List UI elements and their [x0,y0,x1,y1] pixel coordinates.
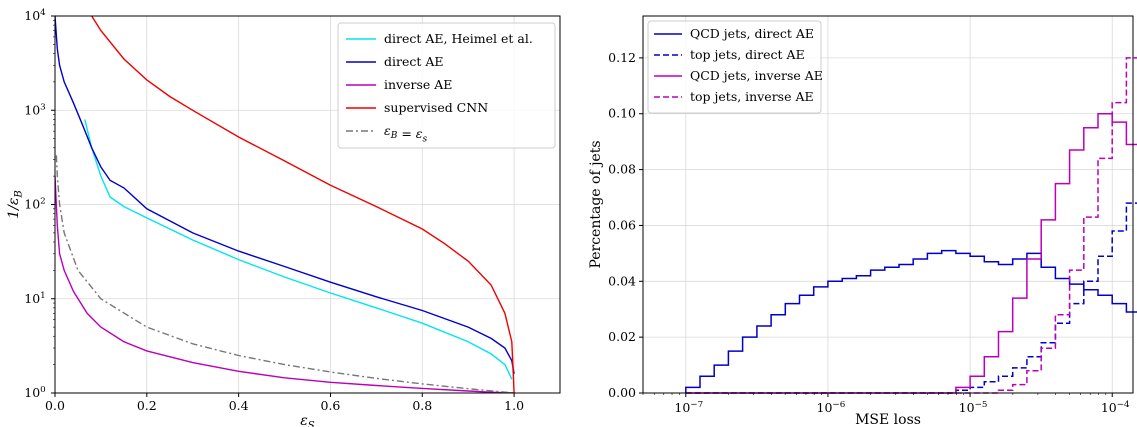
y-tick-label: 0.06 [608,217,636,232]
y-axis-label: Percentage of jets [588,140,604,268]
y-tick-label: 104 [24,8,46,23]
y-tick-label: 101 [24,291,45,306]
roc-series-line-4 [55,155,515,393]
x-tick-label: 10−7 [674,400,703,415]
x-tick-label: 0.0 [45,398,65,413]
legend-label: supervised CNN [384,100,488,115]
y-tick-label: 0.00 [608,385,636,400]
x-tick-label: 1.0 [504,398,524,413]
y-tick-label: 0.04 [608,273,636,288]
y-tick-label: 0.02 [608,329,636,344]
roc-series-line-2 [55,176,515,393]
x-tick-label: 0.2 [137,398,157,413]
x-tick-label: 0.6 [321,398,341,413]
x-tick-label: 0.4 [229,398,249,413]
legend-box [337,22,556,149]
y-tick-label: 0.08 [608,162,636,177]
legend-box [647,20,822,114]
roc-series-line-3 [91,16,515,393]
legend-label: inverse AE [384,77,452,92]
mse-loss-histogram-panel: 10−7 10−6 10−5 10−4 0.00 0.02 0.04 0.06 0.08 0.10… [588,15,1137,427]
x-tick-label: 10−5 [959,400,988,415]
legend-label: direct AE [384,54,444,69]
roc-series-line-1 [55,16,515,374]
plot-frame [642,15,1134,394]
x-axis-label: MSE loss [855,412,921,427]
x-tick-label: 0.8 [412,398,432,413]
legend-label: QCD jets, inverse AE [690,68,823,83]
legend-label: QCD jets, direct AE [690,26,814,41]
y-tick-label: 0.12 [608,50,636,65]
y-axis-label: 1/εB [6,190,25,219]
x-axis-label: εS [300,413,315,427]
roc-series-line-0 [84,119,513,380]
x-tick-label: 10−6 [817,400,846,415]
y-tick-label: 103 [24,102,45,117]
legend-label: direct AE, Heimel et al. [384,31,533,46]
legend-label: top jets, inverse AE [690,89,814,104]
histogram-series-3 [685,57,1137,394]
legend-label: top jets, direct AE [690,47,805,62]
x-tick-label: 10−4 [1101,400,1130,415]
y-tick-label: 0.10 [608,106,636,121]
y-tick-label: 100 [24,385,45,400]
y-tick-label: 102 [24,197,45,212]
histogram-series-2 [685,112,1137,394]
roc-curve-panel: 0.0 0.2 0.4 0.6 0.8 1.0 100 101 102 103 104 εS 1/εB d… [6,8,561,427]
histogram-series-0 [685,249,1137,393]
legend-label: εB = εs [384,123,427,144]
